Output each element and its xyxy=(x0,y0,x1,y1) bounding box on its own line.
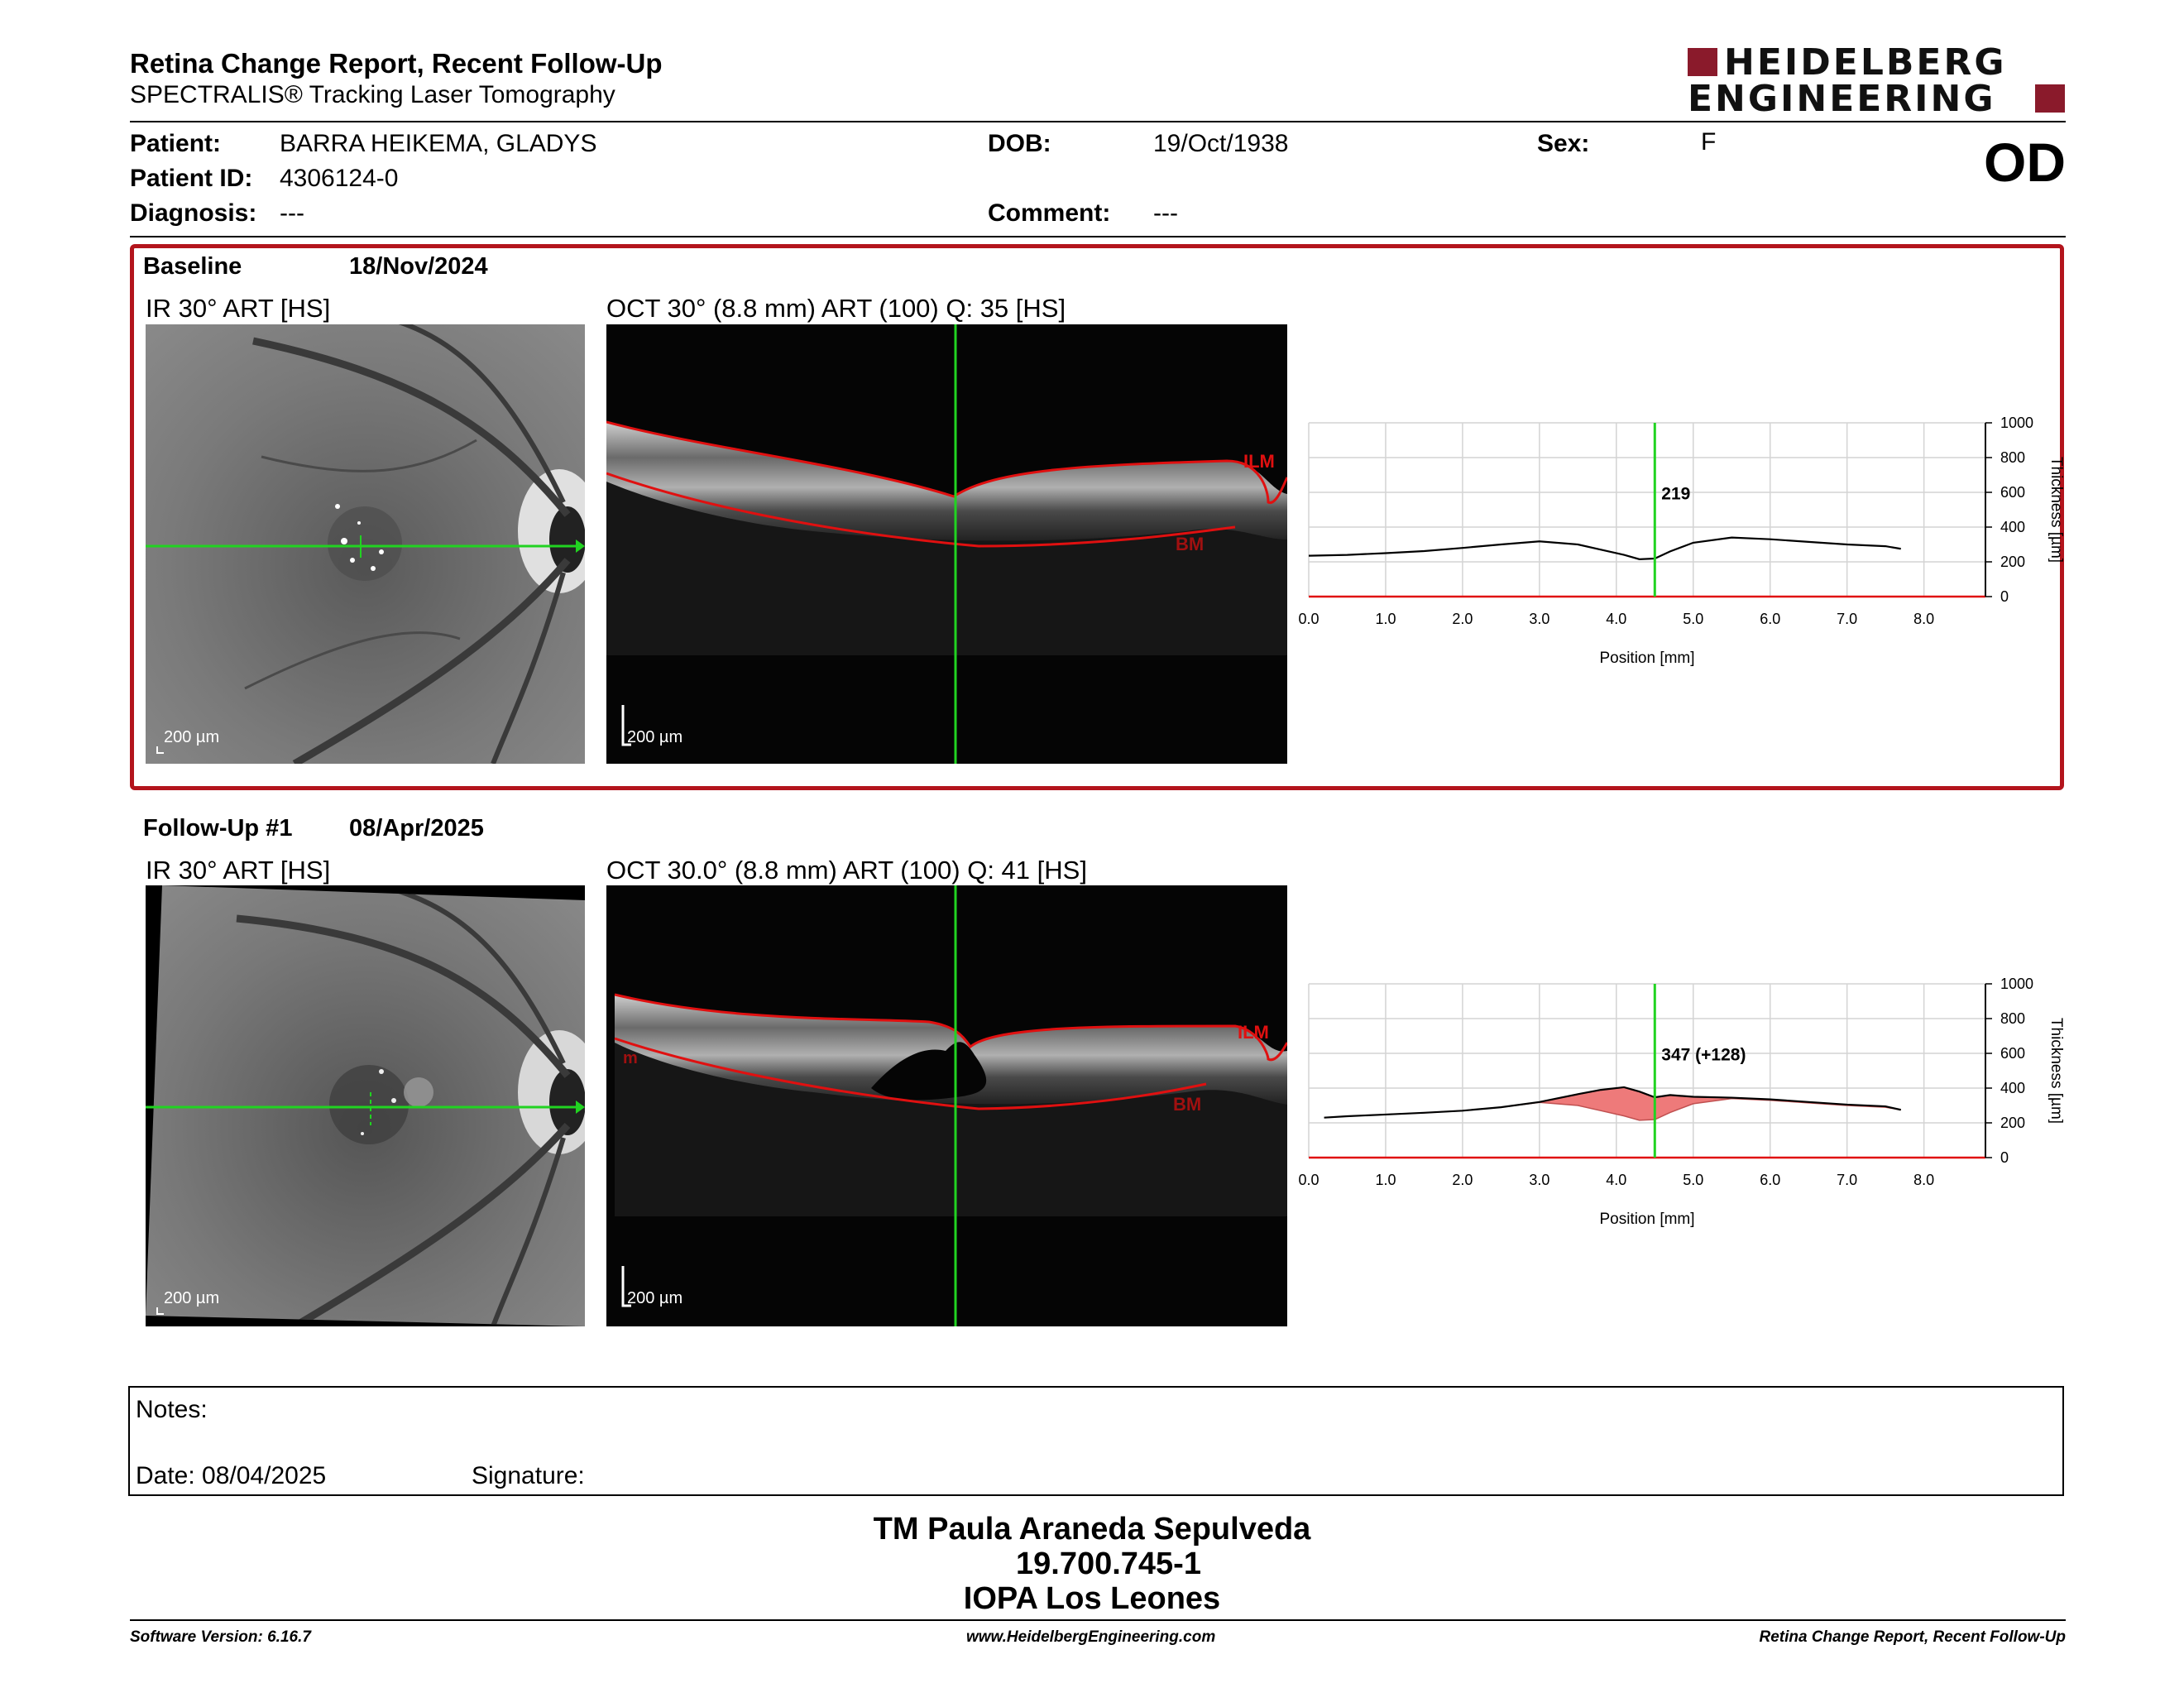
heidelberg-logo: HEIDELBERG ENGINEERING xyxy=(1688,41,2068,120)
x-tick-label: 5.0 xyxy=(1683,1172,1703,1188)
cursor-thickness-label: 347 (+128) xyxy=(1661,1045,1746,1064)
diagnosis-label: Diagnosis: xyxy=(130,199,257,227)
followup-ilm-label: ILM xyxy=(1238,1022,1269,1043)
logo-square-top xyxy=(1688,48,1717,76)
x-tick-label: 0.0 xyxy=(1299,1172,1320,1188)
x-axis-label: Position [mm] xyxy=(1599,650,1694,667)
notes-box[interactable]: Notes: Date: 08/04/2025 Signature: xyxy=(128,1386,2064,1496)
footer-website[interactable]: www.HeidelbergEngineering.com xyxy=(966,1628,1216,1646)
x-tick-label: 1.0 xyxy=(1375,1172,1396,1188)
baseline-oct-title: OCT 30° (8.8 mm) ART (100) Q: 35 [HS] xyxy=(606,294,1066,323)
x-tick-label: 7.0 xyxy=(1837,1172,1857,1188)
report-subtitle: SPECTRALIS® Tracking Laser Tomography xyxy=(130,81,615,108)
followup-ir-scale: 200 µm xyxy=(164,1289,220,1307)
header-rule xyxy=(130,121,2066,122)
x-tick-label: 3.0 xyxy=(1529,1172,1549,1188)
y-tick-label: 800 xyxy=(2000,449,2025,466)
notes-label: Notes: xyxy=(136,1396,208,1423)
x-tick-label: 4.0 xyxy=(1606,611,1626,627)
notes-date: Date: 08/04/2025 xyxy=(136,1462,327,1489)
signature-institution: IOPA Los Leones xyxy=(963,1581,1221,1616)
y-tick-label: 1000 xyxy=(2000,415,2033,431)
thickness-change-area xyxy=(1324,1086,1901,1120)
x-tick-label: 8.0 xyxy=(1913,611,1934,627)
sex-label: Sex: xyxy=(1537,130,1590,157)
thickness-line xyxy=(1324,1086,1901,1119)
y-tick-label: 400 xyxy=(2000,519,2025,535)
dob-label: DOB: xyxy=(988,130,1051,157)
followup-ir-title: IR 30° ART [HS] xyxy=(146,856,331,885)
baseline-oct-scale: 200 µm xyxy=(627,728,683,746)
y-tick-label: 600 xyxy=(2000,484,2025,501)
patient-label: Patient: xyxy=(130,130,222,157)
patient-id: 4306124-0 xyxy=(280,165,399,192)
followup-edge-label: m xyxy=(623,1049,638,1067)
y-tick-label: 0 xyxy=(2000,1149,2009,1166)
baseline-date: 18/Nov/2024 xyxy=(349,253,488,280)
baseline-ir-image: 200 µm xyxy=(146,324,585,764)
baseline-ir-title: IR 30° ART [HS] xyxy=(146,294,331,323)
x-tick-label: 6.0 xyxy=(1760,611,1780,627)
y-tick-label: 200 xyxy=(2000,554,2025,570)
y-tick-label: 800 xyxy=(2000,1010,2025,1027)
cursor-thickness-label: 219 xyxy=(1661,484,1690,503)
x-tick-label: 8.0 xyxy=(1913,1172,1934,1188)
x-tick-label: 0.0 xyxy=(1299,611,1320,627)
x-tick-label: 3.0 xyxy=(1529,611,1549,627)
patient-id-label: Patient ID: xyxy=(130,165,253,192)
y-axis-label: Thickness [µm] xyxy=(2048,457,2065,563)
footer-software: Software Version: 6.16.7 xyxy=(130,1628,311,1646)
logo-line1: HEIDELBERG xyxy=(1724,41,2007,84)
followup-label: Follow-Up #1 xyxy=(143,815,293,842)
followup-ir-image: 200 µm xyxy=(146,885,585,1326)
baseline-oct-image: ILM BM 200 µm xyxy=(606,324,1287,764)
logo-line2: ENGINEERING xyxy=(1688,78,1996,120)
y-tick-label: 1000 xyxy=(2000,976,2033,992)
patient-name: BARRA HEIKEMA, GLADYS xyxy=(280,130,597,157)
x-tick-label: 4.0 xyxy=(1606,1172,1626,1188)
followup-oct-image: ILM BM m 200 µm xyxy=(606,885,1287,1326)
followup-bm-label: BM xyxy=(1173,1094,1202,1115)
footer-rule xyxy=(130,1619,2066,1621)
x-tick-label: 2.0 xyxy=(1452,611,1473,627)
followup-oct-scale: 200 µm xyxy=(627,1289,683,1307)
comment-label: Comment: xyxy=(988,199,1111,227)
eye-label: OD xyxy=(1984,132,2066,193)
notes-signature-label: Signature: xyxy=(472,1462,585,1489)
baseline-chart-svg: 0.0 1.0 2.0 3.0 4.0 5.0 6.0 7.0 8.0 0 200 400 600 800… xyxy=(1298,415,2065,667)
comment-value: --- xyxy=(1153,199,1178,227)
dob-value: 19/Oct/1938 xyxy=(1153,130,1289,157)
followup-thickness-chart: 0.0 1.0 2.0 3.0 4.0 5.0 6.0 7.0 8.0 0 200 400 600 800… xyxy=(1298,971,2068,1235)
y-tick-label: 400 xyxy=(2000,1080,2025,1096)
footer-report: Retina Change Report, Recent Follow-Up xyxy=(1759,1628,2066,1646)
x-tick-label: 7.0 xyxy=(1837,611,1857,627)
baseline-ir-scale: 200 µm xyxy=(164,728,220,746)
report-title: Retina Change Report, Recent Follow-Up xyxy=(130,48,663,79)
x-tick-label: 5.0 xyxy=(1683,611,1703,627)
diagnosis-value: --- xyxy=(280,199,304,227)
followup-date: 08/Apr/2025 xyxy=(349,815,484,842)
patient-rule xyxy=(130,236,2066,237)
logo-square-bottom xyxy=(2035,84,2065,113)
y-axis-label: Thickness [µm] xyxy=(2048,1018,2065,1124)
baseline-ilm-label: ILM xyxy=(1243,451,1275,472)
baseline-label: Baseline xyxy=(143,253,242,280)
baseline-panel xyxy=(130,244,2064,790)
x-tick-label: 6.0 xyxy=(1760,1172,1780,1188)
followup-chart-svg: 0.0 1.0 2.0 3.0 4.0 5.0 6.0 7.0 8.0 0 200 400 600 800… xyxy=(1298,976,2065,1228)
y-tick-label: 600 xyxy=(2000,1045,2025,1062)
sex-value: F xyxy=(1701,128,1717,156)
x-tick-label: 2.0 xyxy=(1452,1172,1473,1188)
signature-id: 19.700.745-1 xyxy=(1016,1547,1201,1581)
x-axis-label: Position [mm] xyxy=(1599,1211,1694,1228)
thickness-line xyxy=(1308,536,1901,560)
x-tick-label: 1.0 xyxy=(1375,611,1396,627)
y-tick-label: 0 xyxy=(2000,588,2009,605)
signature-name: TM Paula Araneda Sepulveda xyxy=(873,1512,1311,1547)
followup-oct-title: OCT 30.0° (8.8 mm) ART (100) Q: 41 [HS] xyxy=(606,856,1087,885)
baseline-thickness-chart: 0.0 1.0 2.0 3.0 4.0 5.0 6.0 7.0 8.0 0 200 400 600 800… xyxy=(1298,410,2068,674)
baseline-bm-label: BM xyxy=(1176,534,1205,554)
y-tick-label: 200 xyxy=(2000,1115,2025,1131)
